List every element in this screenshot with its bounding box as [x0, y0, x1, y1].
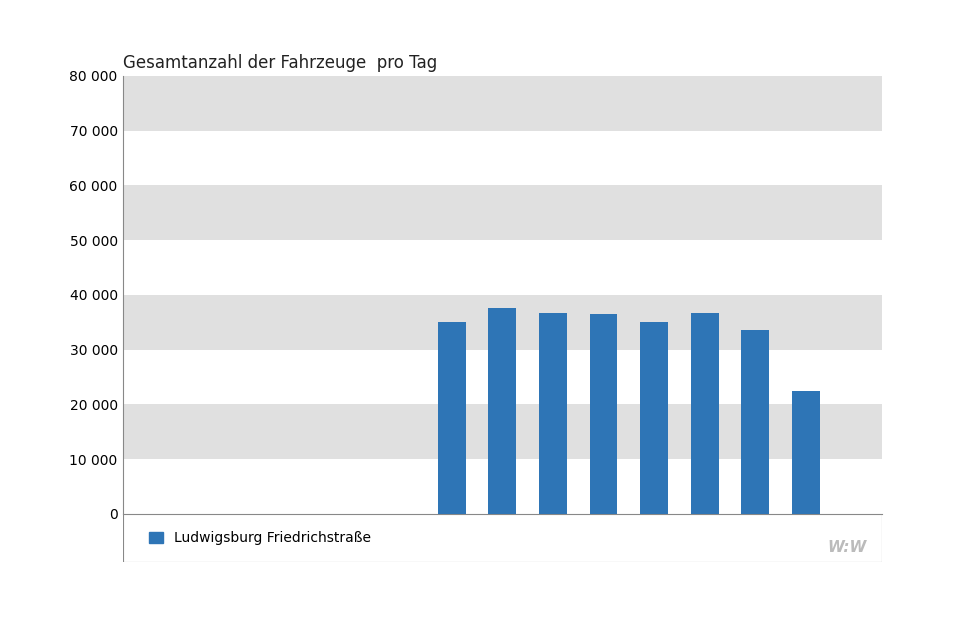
Bar [122, 76, 882, 131]
Bar [640, 322, 668, 514]
Bar [122, 349, 882, 404]
Bar [590, 314, 617, 514]
Bar [122, 295, 882, 349]
Legend: Ludwigsburg Friedrichstraße: Ludwigsburg Friedrichstraße [145, 527, 375, 549]
Bar [488, 308, 516, 514]
Bar [122, 404, 882, 459]
Bar [792, 391, 820, 514]
Bar [539, 313, 566, 514]
Bar [122, 185, 882, 240]
Text: W:W: W:W [827, 540, 866, 556]
Bar [438, 322, 466, 514]
Bar [122, 240, 882, 295]
Bar [691, 313, 718, 514]
Bar [122, 131, 882, 185]
FancyBboxPatch shape [122, 514, 882, 562]
Text: Gesamtanzahl der Fahrzeuge  pro Tag: Gesamtanzahl der Fahrzeuge pro Tag [122, 54, 437, 71]
Bar [122, 459, 882, 514]
Bar [742, 331, 769, 514]
